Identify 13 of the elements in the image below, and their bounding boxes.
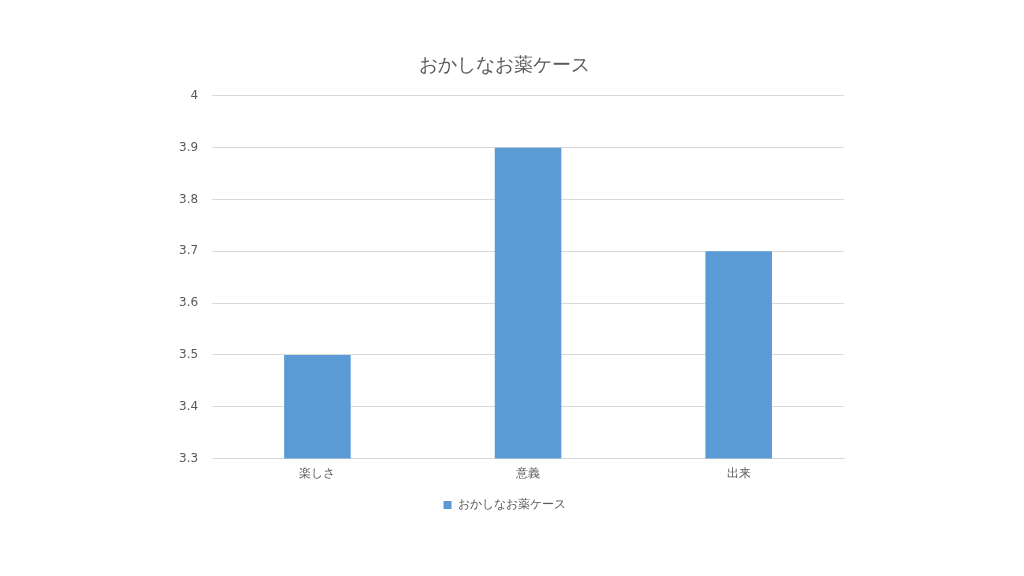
y-tick-label: 3.3 bbox=[178, 450, 199, 465]
y-tick-label: 3.4 bbox=[178, 398, 199, 413]
y-tick-label: 3.7 bbox=[178, 243, 199, 258]
chart-title: おかしなお薬ケース bbox=[419, 53, 590, 76]
legend-label: おかしなお薬ケース bbox=[457, 497, 566, 512]
y-tick-label: 4 bbox=[190, 87, 199, 102]
y-tick-label: 3.6 bbox=[178, 295, 199, 310]
x-tick-label: 意義 bbox=[515, 465, 541, 480]
x-tick-label: 出来 bbox=[726, 465, 751, 480]
y-tick-label: 3.9 bbox=[178, 139, 199, 154]
y-tick-label: 3.8 bbox=[178, 191, 199, 206]
x-tick-label: 楽しさ bbox=[299, 465, 336, 480]
y-tick-label: 3.5 bbox=[178, 347, 199, 362]
